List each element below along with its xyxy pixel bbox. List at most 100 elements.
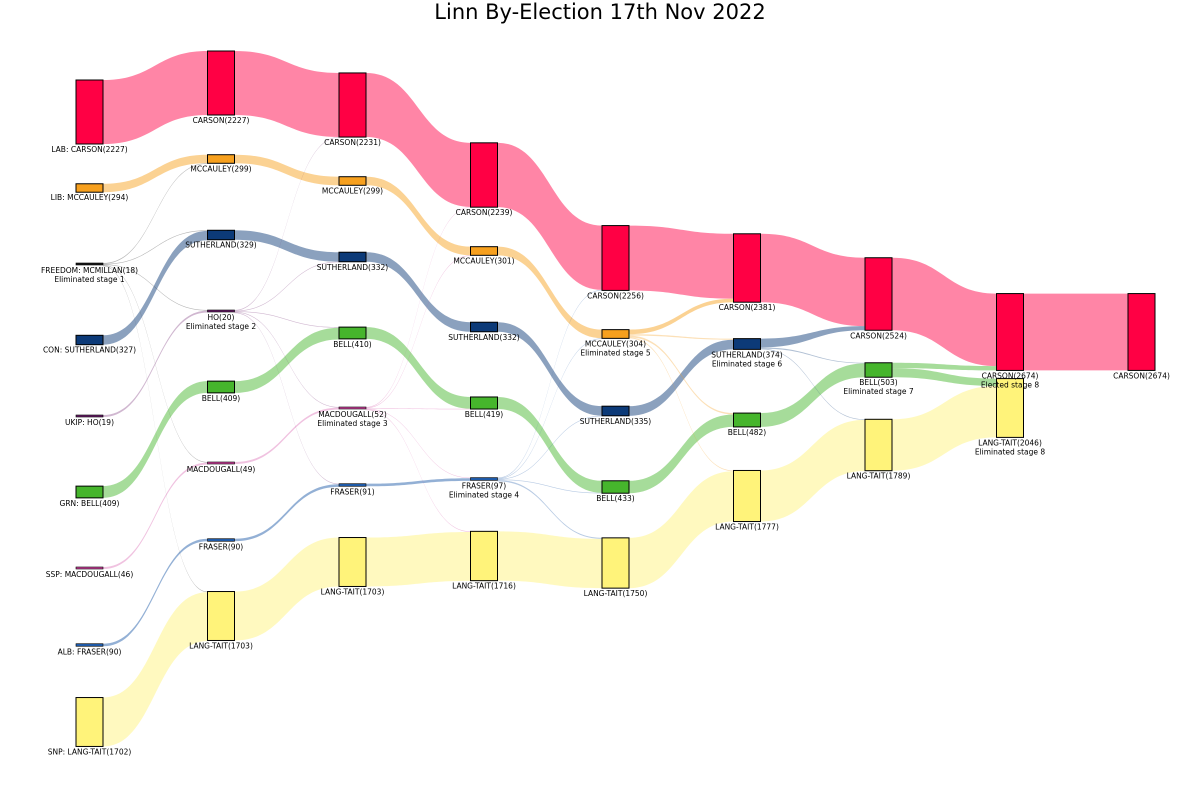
flow-s4-mccauley-to-s5-carson <box>629 298 734 335</box>
flow-s0-bell-to-s1-bell <box>103 381 208 498</box>
node-label-s1-fraser: FRASER(90) <box>199 542 244 551</box>
node-s3-sutherland <box>470 321 498 333</box>
node-label-s0-mcmillan: FREEDOM: MCMILLAN(18) <box>41 266 138 275</box>
flow-s3-sutherland-to-s4-sutherland <box>497 322 602 416</box>
node-label-s0-fraser: ALB: FRASER(90) <box>58 647 122 656</box>
node-label-s2-carson: CARSON(2231) <box>324 138 381 147</box>
flow-layer <box>103 51 1128 747</box>
node-label-s1-carson: CARSON(2227) <box>193 116 250 125</box>
flow-s2-macdougall-to-s3-fraser <box>366 408 471 479</box>
flow-s3-fraser-to-s4-langtait <box>497 480 602 539</box>
node-note-s0-mcmillan: Eliminated stage 1 <box>54 275 125 284</box>
flow-s4-mccauley-to-s5-bell <box>629 335 734 415</box>
node-s3-bell <box>470 396 498 410</box>
node-note-s1-ho: Eliminated stage 2 <box>186 322 257 331</box>
flow-s3-fraser-to-s4-bell <box>497 479 602 494</box>
flow-s0-mccauley-to-s1-mccauley <box>103 154 208 193</box>
node-note-s4-mccauley: Eliminated stage 5 <box>580 348 651 357</box>
flow-s2-macdougall-to-s3-carson <box>366 206 471 408</box>
flow-s3-carson-to-s4-carson <box>497 142 602 290</box>
flow-s1-ho-to-s2-sutherland <box>234 261 339 312</box>
node-layer <box>75 50 1156 747</box>
node-s1-fraser <box>207 538 235 542</box>
node-s5-bell <box>733 412 761 428</box>
node-s0-fraser <box>75 643 104 647</box>
node-label-s2-mccauley: MCCAULEY(299) <box>322 186 383 195</box>
flow-s1-macdougall-to-s2-macdougall <box>234 407 339 464</box>
node-label-s6-bell: BELL(503) <box>859 378 897 387</box>
node-s3-langtait <box>470 530 498 582</box>
flow-s1-ho-to-s2-bell <box>234 311 339 328</box>
node-s2-sutherland <box>338 251 367 263</box>
flow-s2-bell-to-s3-bell <box>366 327 471 409</box>
node-label-s7-langtait: LANG-TAIT(2046) <box>978 438 1042 447</box>
node-label-s4-sutherland: SUTHERLAND(335) <box>580 417 652 426</box>
node-label-s8-carson: CARSON(2674) <box>1113 371 1170 380</box>
flow-s0-fraser-to-s1-fraser <box>103 538 208 647</box>
node-label-s0-mccauley: LIB: MCCAULEY(294) <box>51 193 129 202</box>
node-label-s5-sutherland: SUTHERLAND(374) <box>711 350 783 359</box>
node-label-s0-langtait: SNP: LANG-TAIT(1702) <box>48 747 132 756</box>
flow-s4-bell-to-s5-bell <box>629 414 734 494</box>
node-s5-sutherland <box>733 338 761 350</box>
flow-s3-fraser-to-s4-mccauley <box>497 338 602 479</box>
node-label-s3-langtait: LANG-TAIT(1716) <box>452 582 516 591</box>
flow-s6-bell-to-s7-carson <box>892 362 997 371</box>
flow-s0-sutherland-to-s1-sutherland <box>103 230 208 345</box>
node-label-s5-bell: BELL(482) <box>728 428 766 437</box>
flow-s4-carson-to-s5-carson <box>629 225 734 299</box>
flow-s5-carson-to-s6-carson <box>760 233 865 327</box>
node-s2-fraser <box>338 483 367 487</box>
node-label-s7-carson: CARSON(2674) <box>982 371 1039 380</box>
flow-s0-carson-to-s1-carson <box>103 51 208 144</box>
chart-title: Linn By-Election 17th Nov 2022 <box>434 0 766 24</box>
node-label-s4-mccauley: MCCAULEY(304) <box>585 339 646 348</box>
node-note-s7-carson: Elected stage 8 <box>981 380 1039 389</box>
node-label-s1-macdougall: MACDOUGALL(49) <box>187 465 256 474</box>
node-label-s6-carson: CARSON(2524) <box>850 331 907 340</box>
flow-s0-mcmillan-to-s1-sutherland <box>103 230 208 265</box>
node-s6-carson <box>864 257 893 331</box>
node-note-s5-sutherland: Eliminated stage 6 <box>712 359 783 368</box>
node-label-s1-bell: BELL(409) <box>202 394 240 403</box>
flow-s4-mccauley-to-s5-langtait <box>629 337 734 472</box>
flow-s7-carson-to-s8-carson <box>1023 293 1128 371</box>
node-label-s2-langtait: LANG-TAIT(1703) <box>321 587 385 596</box>
node-s0-bell <box>75 485 104 499</box>
flow-s4-langtait-to-s5-langtait <box>629 471 734 589</box>
node-label-s2-macdougall: MACDOUGALL(52) <box>318 410 387 419</box>
flow-s5-langtait-to-s6-langtait <box>760 419 865 522</box>
flow-s0-mcmillan-to-s1-macdougall <box>103 265 208 463</box>
flow-s3-bell-to-s4-bell <box>497 396 602 493</box>
node-label-s4-bell: BELL(433) <box>596 494 634 503</box>
flow-s0-macdougall-to-s1-macdougall <box>103 462 208 569</box>
node-s7-carson <box>996 293 1024 371</box>
flow-s2-carson-to-s3-carson <box>366 72 471 207</box>
node-label-s4-langtait: LANG-TAIT(1750) <box>584 589 648 598</box>
node-note-s6-bell: Eliminated stage 7 <box>843 387 914 396</box>
flow-s3-fraser-to-s4-carson <box>497 289 602 479</box>
node-s4-langtait <box>601 537 630 589</box>
node-label-s3-bell: BELL(419) <box>465 410 503 419</box>
node-s0-carson <box>75 79 104 145</box>
flow-s1-ho-to-s2-carson <box>234 136 339 311</box>
node-s0-langtait <box>75 697 104 747</box>
node-s2-bell <box>338 326 367 340</box>
flow-s1-sutherland-to-s2-sutherland <box>234 230 339 262</box>
node-label-s3-sutherland: SUTHERLAND(332) <box>448 333 520 342</box>
flow-s0-mcmillan-to-s1-mccauley <box>103 163 208 264</box>
node-s4-bell <box>601 480 630 494</box>
flow-s1-bell-to-s2-bell <box>234 327 339 393</box>
node-label-s2-sutherland: SUTHERLAND(332) <box>317 263 389 272</box>
node-label-s3-fraser: FRASER(97) <box>462 481 507 490</box>
node-s0-mcmillan <box>75 262 104 266</box>
flow-s6-langtait-to-s7-langtait <box>892 385 997 471</box>
node-label-s4-carson: CARSON(2256) <box>587 291 644 300</box>
node-s0-sutherland <box>75 334 104 346</box>
node-label-s0-ho: UKIP: HO(19) <box>65 418 114 427</box>
node-s7-langtait <box>996 378 1024 438</box>
node-s1-ho <box>207 309 235 313</box>
flow-s2-macdougall-to-s3-langtait <box>366 409 471 532</box>
node-s1-langtait <box>207 591 235 641</box>
node-label-s1-sutherland: SUTHERLAND(329) <box>185 241 257 250</box>
